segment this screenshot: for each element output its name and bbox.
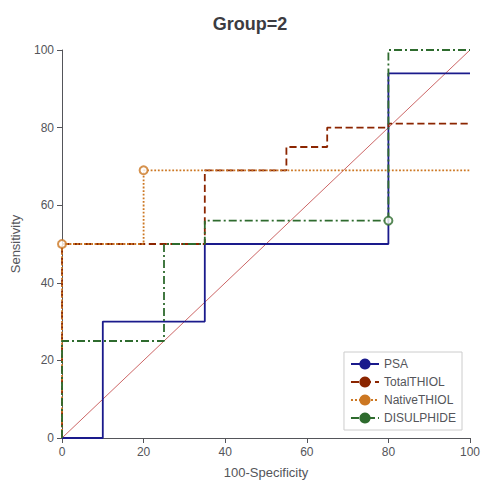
svg-text:NativeTHIOL: NativeTHIOL <box>384 393 454 407</box>
svg-text:Group=2: Group=2 <box>213 14 288 34</box>
svg-text:Sensitivity: Sensitivity <box>8 214 23 273</box>
svg-text:DISULPHIDE: DISULPHIDE <box>384 411 456 425</box>
svg-text:100: 100 <box>460 445 480 459</box>
svg-text:40: 40 <box>41 276 55 290</box>
svg-text:PSA: PSA <box>384 357 408 371</box>
svg-text:40: 40 <box>219 445 233 459</box>
svg-text:100-Specificity: 100-Specificity <box>224 465 309 480</box>
svg-text:0: 0 <box>59 445 66 459</box>
svg-text:80: 80 <box>41 121 55 135</box>
svg-text:100: 100 <box>34 43 54 57</box>
svg-text:20: 20 <box>137 445 151 459</box>
svg-text:0: 0 <box>47 431 54 445</box>
svg-text:80: 80 <box>382 445 396 459</box>
svg-text:60: 60 <box>300 445 314 459</box>
svg-text:60: 60 <box>41 198 55 212</box>
svg-text:TotalTHIOL: TotalTHIOL <box>384 375 445 389</box>
svg-text:20: 20 <box>41 353 55 367</box>
